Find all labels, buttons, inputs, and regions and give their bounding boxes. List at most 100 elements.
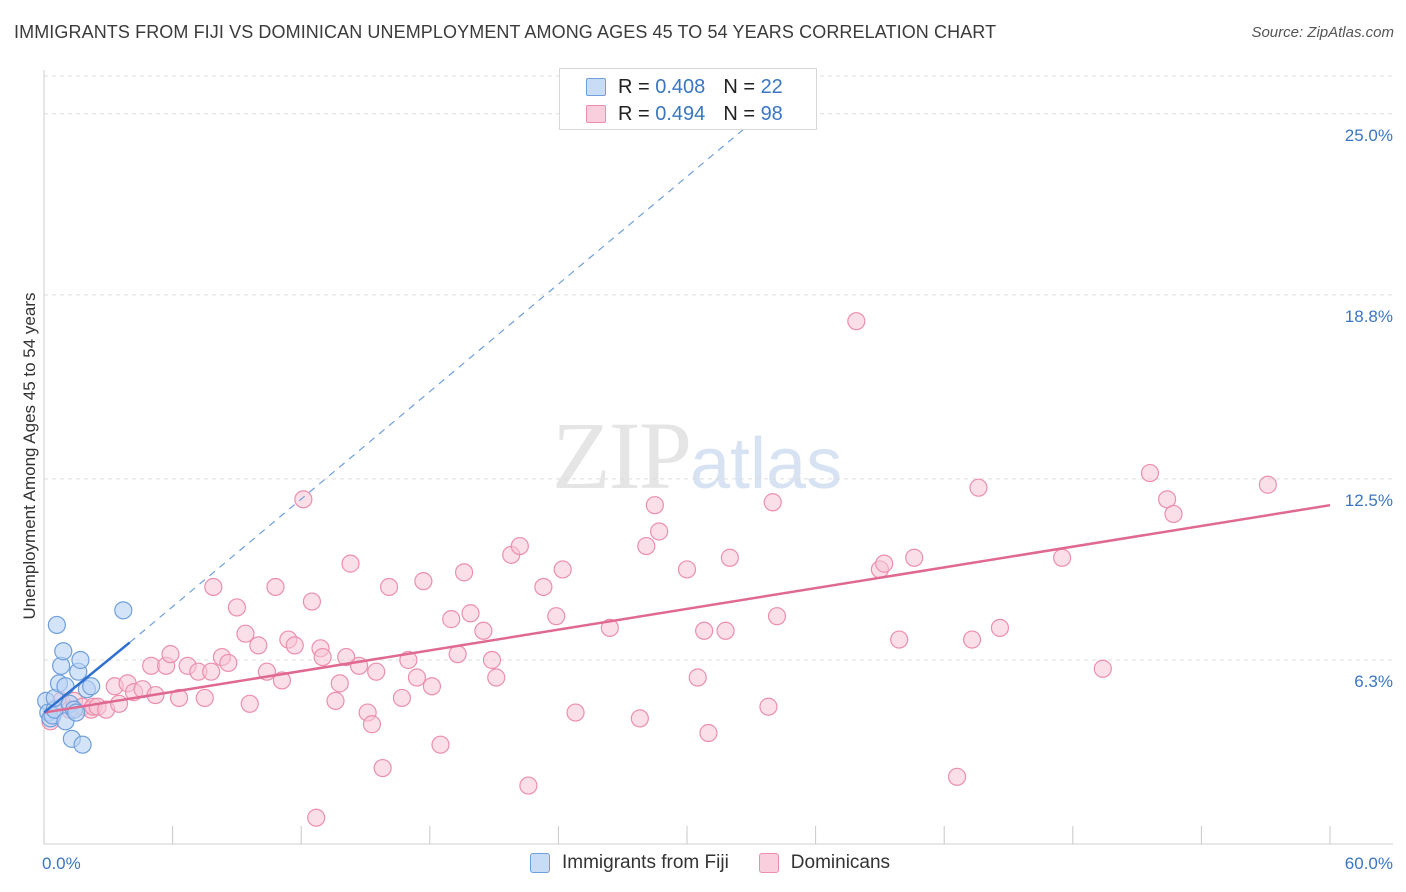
dominicans-point (326, 691, 345, 710)
dominicans-point (442, 610, 461, 629)
dominicans-point (534, 577, 553, 597)
dominicans-point (566, 703, 585, 722)
dominicans-point (677, 560, 697, 579)
fiji-point (56, 677, 75, 696)
dominicans-point (204, 577, 223, 597)
dominicans-r-value: 0.494 (655, 102, 706, 125)
dominicans-point (373, 758, 392, 778)
dominicans-point (431, 735, 450, 754)
dominicans-point (195, 688, 214, 708)
dominicans-point (227, 598, 246, 617)
dominicans-point (645, 496, 664, 515)
fiji-point (82, 677, 101, 696)
series-legend: Immigrants from Fiji Dominicans (530, 852, 920, 874)
dominicans-point (236, 624, 255, 643)
dominicans-point (202, 662, 221, 681)
fiji-point (73, 735, 92, 754)
dominicans-point (553, 560, 572, 579)
dominicans-point (1164, 504, 1183, 524)
x-tick-label: 0.0% (42, 854, 81, 873)
legend-item-fiji: Immigrants from Fiji (530, 852, 729, 874)
y-tick-label: 18.8% (1345, 307, 1393, 326)
dominicans-point (367, 662, 386, 681)
dominicans-point (161, 645, 180, 664)
dominicans-point (716, 621, 735, 640)
legend-fiji-label: Immigrants from Fiji (562, 852, 729, 873)
legend-row-fiji: R = 0.408 N = 22 (586, 74, 783, 100)
dominicans-point (547, 607, 566, 626)
dominicans-point (448, 645, 467, 664)
dominicans-n-value: 98 (760, 102, 783, 125)
dominicans-point (847, 312, 866, 331)
dominicans-point (630, 709, 649, 728)
dominicans-point (285, 636, 304, 655)
dominicans-point (341, 554, 360, 573)
fiji-r-value: 0.408 (655, 75, 706, 98)
dominicans-point (249, 636, 268, 655)
dominicans-point (169, 688, 189, 708)
source-label: Source: ZipAtlas.com (1251, 24, 1394, 41)
x-tick-label: 60.0% (1345, 854, 1393, 873)
dominicans-point (337, 647, 356, 667)
chart-title: IMMIGRANTS FROM FIJI VS DOMINICAN UNEMPL… (14, 22, 997, 42)
dominicans-point (482, 650, 502, 670)
dominicans-point (763, 493, 782, 512)
dominicans-point (699, 723, 718, 743)
dominicans-point (240, 694, 259, 713)
dominicans-point (109, 694, 129, 713)
watermark-zip: ZIP (552, 402, 692, 509)
y-tick-label: 12.5% (1345, 491, 1393, 510)
dominicans-point (767, 607, 787, 626)
dominicans-point (266, 577, 285, 597)
fiji-trend-extension (129, 113, 763, 643)
dominicans-point (219, 653, 238, 673)
dominicans-point (759, 697, 778, 716)
stats-legend: R = 0.408 N = 22 R = 0.494 N = 98 (559, 68, 817, 130)
legend-dominicans-swatch (758, 853, 779, 873)
dominicans-point (461, 604, 480, 623)
dominicans-swatch (586, 105, 606, 123)
fiji-point (47, 615, 66, 635)
fiji-trend-line (43, 641, 131, 714)
fiji-point (54, 642, 73, 661)
dominicans-point (688, 668, 707, 687)
dominicans-point (875, 554, 894, 573)
dominicans-point (294, 490, 313, 509)
dominicans-point (890, 630, 909, 649)
dominicans-point (990, 618, 1010, 637)
dominicans-point (313, 647, 332, 667)
dominicans-point (330, 674, 349, 693)
dominicans-point (1093, 659, 1112, 678)
dominicans-point (474, 621, 493, 640)
dominicans-point (407, 668, 427, 687)
y-axis-label: Unemployment Among Ages 45 to 54 years (20, 292, 39, 620)
dominicans-point (272, 671, 292, 690)
dominicans-trend-line (43, 503, 1331, 714)
watermark: ZIPatlas (552, 400, 842, 511)
fiji-swatch (586, 78, 606, 96)
dominicans-point (487, 668, 506, 687)
dominicans-point (969, 478, 988, 497)
legend-row-dominicans: R = 0.494 N = 98 (586, 101, 783, 127)
dominicans-point (637, 536, 656, 556)
fiji-n-label: N = (723, 75, 755, 98)
dominicans-point (454, 563, 474, 582)
dominicans-point (519, 776, 538, 795)
dominicans-point (650, 522, 669, 541)
dominicans-point (362, 715, 382, 734)
y-tick-label: 6.3% (1354, 672, 1393, 691)
dominicans-point (600, 618, 619, 637)
y-tick-label: 25.0% (1345, 126, 1393, 145)
dominicans-point (962, 630, 982, 649)
legend-fiji-swatch (530, 853, 550, 873)
dominicans-r-label: R = (618, 102, 650, 125)
legend-item-dominicans: Dominicans (758, 852, 891, 874)
dominicans-point (379, 577, 399, 597)
legend-dominicans-label: Dominicans (790, 852, 891, 873)
dominicans-point (422, 677, 442, 696)
dominicans-point (695, 621, 714, 640)
dominicans-point (510, 536, 529, 556)
dominicans-point (414, 572, 433, 591)
fiji-r-label: R = (618, 75, 650, 98)
